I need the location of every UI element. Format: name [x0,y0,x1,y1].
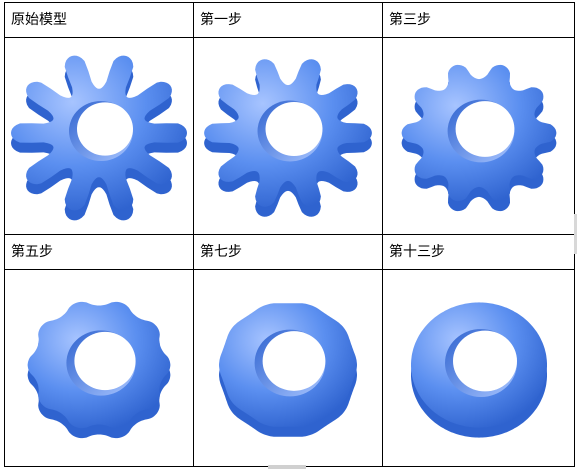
cell-label-5: 第十三步 [382,234,575,270]
cell-image-2 [382,37,575,235]
cell-image-5 [382,269,575,467]
gear-model-icon [401,64,556,212]
cell-label-2: 第三步 [382,2,575,38]
cell-image-0 [4,37,194,235]
gear-model-icon [219,303,357,437]
cell-image-4 [193,269,383,467]
cell-label-4: 第七步 [193,234,383,270]
scrollbar-edge[interactable] [574,214,577,254]
gear-model-icon [204,59,372,217]
model-hole [262,331,326,391]
torus-model-icon [410,302,547,438]
model-hole [265,101,323,157]
cell-image-1 [193,37,383,235]
model-hole [455,101,514,157]
smoothing-steps-table: 原始模型 第一步 第三步 第五步 第七步 第十三步 [4,2,575,467]
model-hole [452,330,517,392]
model-hole [74,331,136,391]
cell-label-0: 原始模型 [4,2,194,38]
bottom-handle[interactable] [268,465,306,469]
cell-label-3: 第五步 [4,234,194,270]
cell-label-1: 第一步 [193,2,383,38]
cell-image-3 [4,269,194,467]
model-hole [77,102,133,156]
gear-model-icon [11,55,187,221]
gear-model-icon [27,301,171,439]
